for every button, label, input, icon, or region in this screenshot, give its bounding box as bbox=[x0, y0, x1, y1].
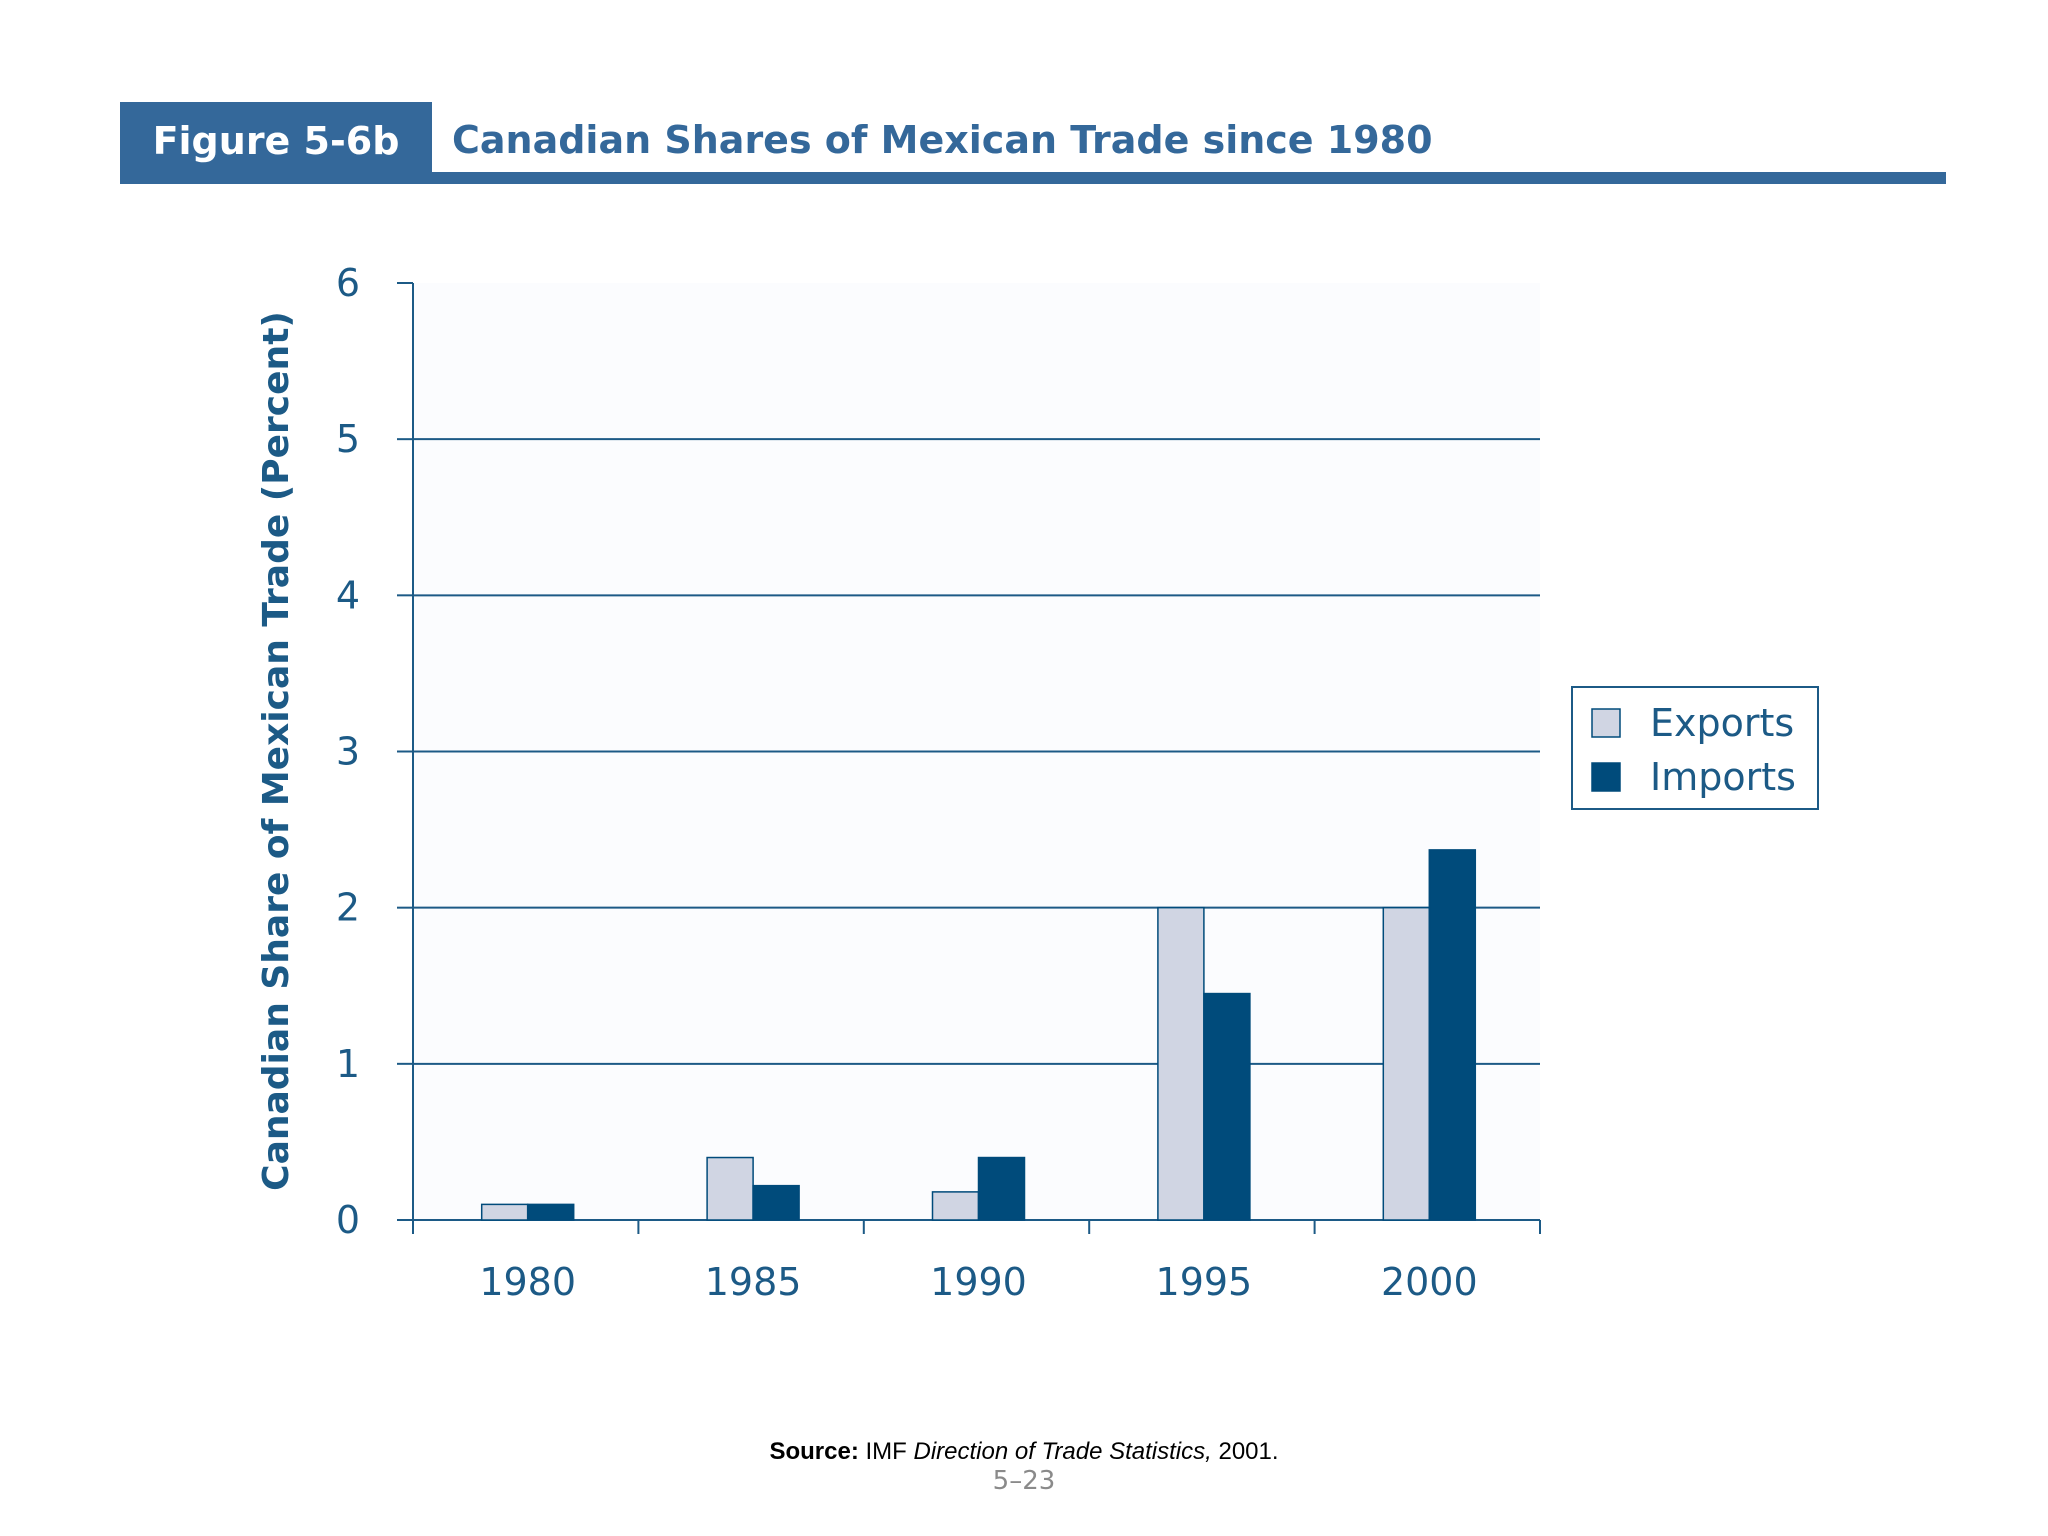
legend-swatch-imports bbox=[1591, 762, 1621, 792]
figure-title: Canadian Shares of Mexican Trade since 1… bbox=[452, 118, 1433, 162]
bar-imports-2000 bbox=[1428, 849, 1477, 1221]
bar-imports-1985 bbox=[752, 1184, 800, 1221]
x-tick-label: 1980 bbox=[479, 1260, 576, 1304]
bar-imports-1990 bbox=[977, 1156, 1026, 1221]
y-tick-label: 6 bbox=[336, 261, 360, 305]
y-tick-label: 0 bbox=[336, 1198, 360, 1242]
source-label: Source: bbox=[769, 1438, 859, 1465]
y-tick-label: 3 bbox=[336, 730, 360, 774]
bar-exports-1985 bbox=[706, 1156, 754, 1221]
legend-swatch-exports bbox=[1591, 708, 1621, 738]
source-suffix: 2001. bbox=[1218, 1438, 1279, 1465]
bar-exports-1995 bbox=[1157, 906, 1205, 1221]
y-tick-label: 5 bbox=[336, 417, 360, 461]
bar-exports-1990 bbox=[931, 1191, 980, 1221]
bar-imports-1995 bbox=[1203, 992, 1251, 1221]
source-prefix: IMF bbox=[865, 1438, 907, 1465]
x-tick-label: 2000 bbox=[1381, 1260, 1478, 1304]
y-tick-label: 4 bbox=[336, 573, 360, 617]
plot-area: 0 1 2 3 4 5 6 1980 1985 1990 1995 2000 bbox=[336, 261, 1541, 1304]
figure-number-label: Figure 5-6b bbox=[120, 102, 432, 184]
header-rule bbox=[120, 172, 1946, 184]
legend-label-exports: Exports bbox=[1650, 701, 1794, 745]
figure-header: Figure 5-6b Canadian Shares of Mexican T… bbox=[120, 102, 1946, 184]
source-note: Source: IMF Direction of Trade Statistic… bbox=[0, 1438, 2048, 1466]
y-tick-label: 2 bbox=[336, 886, 360, 930]
page-number: 5–23 bbox=[992, 1466, 1056, 1496]
bar-exports-1980 bbox=[480, 1203, 529, 1221]
y-axis-title: Canadian Share of Mexican Trade (Percent… bbox=[256, 311, 297, 1191]
bar-exports-2000 bbox=[1382, 906, 1431, 1221]
bar-imports-1980 bbox=[526, 1203, 575, 1221]
y-tick-label: 1 bbox=[336, 1042, 360, 1086]
legend: Exports Imports bbox=[1571, 686, 1819, 810]
x-tick-label: 1995 bbox=[1156, 1260, 1253, 1304]
x-tick-label: 1985 bbox=[705, 1260, 802, 1304]
x-tick-label: 1990 bbox=[930, 1260, 1027, 1304]
source-title: Direction of Trade Statistics, bbox=[913, 1438, 1212, 1465]
legend-label-imports: Imports bbox=[1650, 755, 1796, 799]
